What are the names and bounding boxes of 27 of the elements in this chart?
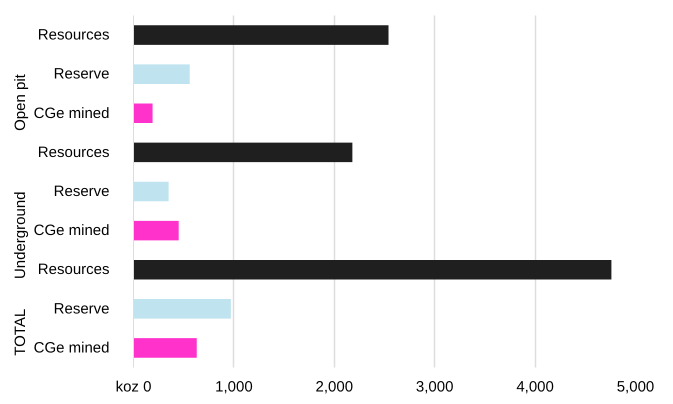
y-tick-label: CGe mined xyxy=(34,339,110,356)
bar xyxy=(134,299,231,319)
y-tick-label: Reserve xyxy=(54,183,110,200)
x-tick-label: 2,000 xyxy=(316,378,354,396)
bar xyxy=(134,104,153,124)
y-tick-label: CGe mined xyxy=(34,222,110,240)
x-tick-label: 4,000 xyxy=(516,378,554,396)
bar xyxy=(134,182,169,202)
bar xyxy=(134,260,612,280)
y-tick-label: Reserve xyxy=(54,300,110,318)
y-tick-label: Reserve xyxy=(54,66,110,83)
bar xyxy=(134,25,389,45)
x-tick-label: 1,000 xyxy=(215,378,253,396)
text: Underground xyxy=(12,192,29,280)
y-tick-label: Resources xyxy=(38,261,110,278)
text: TOTAL xyxy=(12,308,29,356)
y-tick-label: CGe mined xyxy=(34,104,110,122)
x-tick-label: 3,000 xyxy=(416,378,454,396)
bar xyxy=(134,220,179,240)
y-tick-label: Resources xyxy=(38,144,110,161)
y-tick-label: Resources xyxy=(38,26,110,44)
text: Open pit xyxy=(12,73,29,131)
bar xyxy=(134,338,197,358)
bar xyxy=(134,64,190,84)
bar xyxy=(134,142,352,162)
x-tick-label: 5,000 xyxy=(616,378,654,396)
x-tick-label: koz 0 xyxy=(116,378,152,396)
